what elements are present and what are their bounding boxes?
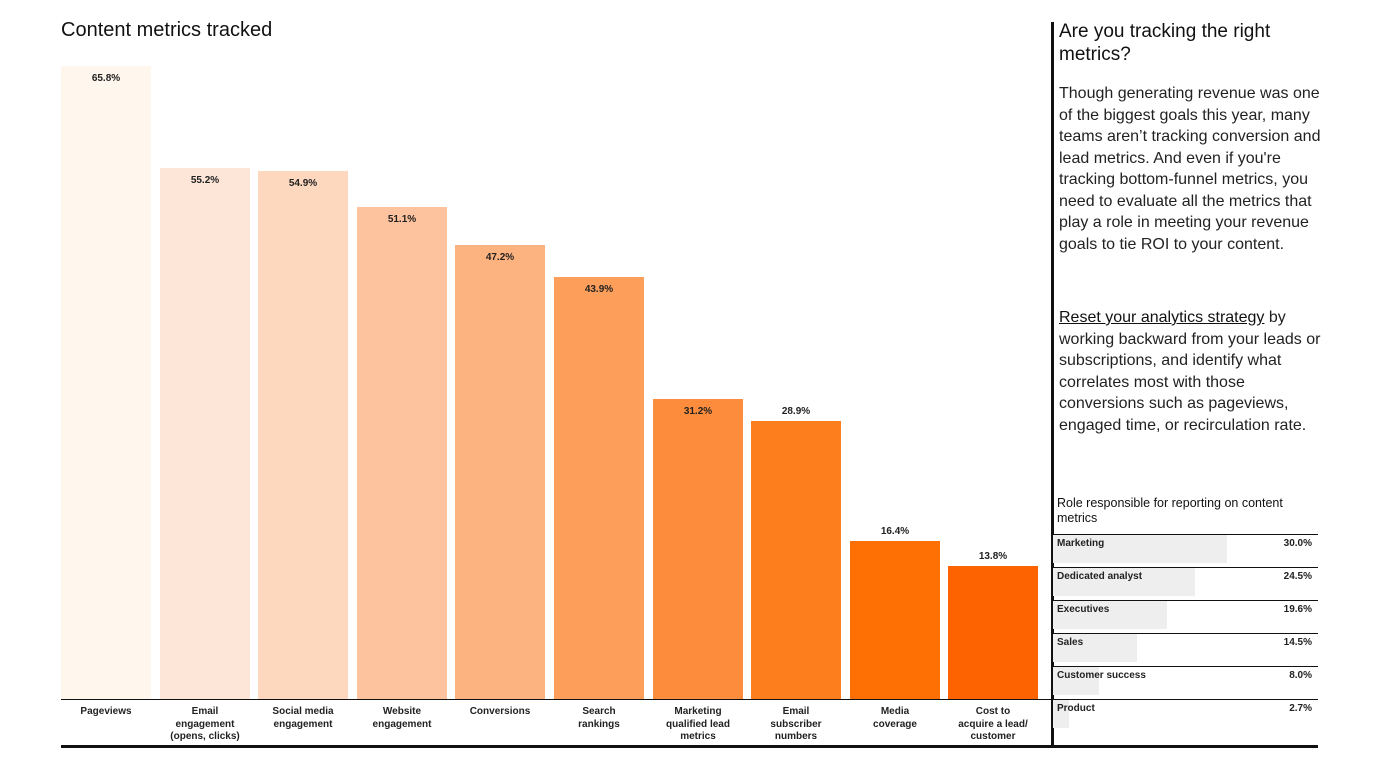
bar-value-label: 43.9% (584, 284, 614, 295)
bar-value-label: 54.9% (288, 178, 318, 189)
role-row: Executives 19.6% (1053, 600, 1318, 634)
chart-title: Content metrics tracked (61, 19, 273, 41)
role-name: Customer success (1057, 670, 1146, 681)
category-label: Website engagement (354, 706, 450, 731)
category-label-line: Website (382, 706, 422, 717)
role-row: Product 2.7% (1053, 699, 1318, 733)
category-label: Social media engagement (255, 706, 351, 731)
category-label-line: engagement (175, 718, 235, 730)
bar (61, 66, 151, 699)
category-label-line: coverage (873, 718, 917, 730)
role-value: 30.0% (1283, 538, 1312, 549)
category-label-line: Marketing (674, 706, 722, 717)
role-value: 8.0% (1289, 670, 1312, 681)
category-label-line: Pageviews (80, 706, 132, 717)
bar (948, 566, 1038, 699)
category-label-line: Search (582, 706, 616, 717)
bar (554, 277, 644, 699)
bar (258, 171, 348, 699)
category-label: Email engagement (opens, clicks) (157, 706, 253, 744)
role-row: Dedicated analyst 24.5% (1053, 567, 1318, 601)
role-bar (1053, 700, 1069, 728)
role-bar (1053, 634, 1137, 662)
bar-value-label: 31.2% (683, 406, 713, 417)
role-name: Dedicated analyst (1057, 571, 1143, 582)
category-label: Search rankings (551, 706, 647, 731)
role-bar (1053, 601, 1167, 629)
role-name: Product (1057, 703, 1095, 714)
category-label-line: engagement (372, 718, 432, 730)
role-bar (1053, 667, 1099, 695)
bar-value-label: 65.8% (91, 73, 121, 84)
category-label-line: numbers (774, 731, 818, 742)
category-label: Media coverage (847, 706, 943, 731)
category-label-line: rankings (578, 718, 620, 730)
category-label-line: acquire a lead/ (958, 718, 1028, 730)
bar (455, 245, 545, 699)
role-bar (1053, 568, 1195, 596)
category-label: Cost to acquire a lead/customer (945, 706, 1041, 744)
category-label-line: customer (970, 731, 1016, 742)
section-divider (1051, 22, 1054, 747)
sidebar-paragraph-2: Reset your analytics strategy by working… (1059, 307, 1321, 436)
roles-title: Role responsible for reporting on conten… (1057, 496, 1283, 525)
role-row: Customer success 8.0% (1053, 666, 1318, 700)
category-label-line: qualified lead (666, 718, 730, 730)
sidebar-paragraph-2-text: by working backward from your leads or s… (1059, 309, 1321, 434)
reset-analytics-strategy-link[interactable]: Reset your analytics strategy (1059, 309, 1265, 326)
bar-value-label: 13.8% (978, 551, 1008, 562)
category-label-line: metrics (680, 731, 716, 742)
category-label-line: (opens, clicks) (170, 731, 240, 742)
role-name: Marketing (1057, 538, 1105, 549)
category-label: Conversions (452, 706, 548, 719)
category-label: Email subscriber numbers (748, 706, 844, 744)
category-label-line: Conversions (469, 706, 531, 717)
bar-value-label: 55.2% (190, 175, 220, 186)
role-bar (1053, 535, 1227, 563)
category-label-line: Cost to (975, 706, 1011, 717)
bar-value-label: 51.1% (387, 214, 417, 225)
category-label-line: Email (782, 706, 810, 717)
role-row: Sales 14.5% (1053, 633, 1318, 667)
role-name: Sales (1057, 637, 1084, 648)
bar-value-label: 47.2% (485, 252, 515, 263)
bar (850, 541, 940, 699)
category-label-line: engagement (273, 718, 333, 730)
role-value: 14.5% (1283, 637, 1312, 648)
category-label-line: Media (880, 706, 910, 717)
sidebar-title: Are you tracking the right metrics? (1059, 21, 1271, 65)
category-label-line: subscriber (770, 718, 822, 730)
chart-baseline (61, 699, 1052, 700)
category-label: Pageviews (58, 706, 154, 719)
bar-value-label: 16.4% (880, 526, 910, 537)
role-row: Marketing 30.0% (1053, 534, 1318, 568)
bar (160, 168, 250, 699)
category-label: Marketing qualified lead metrics (650, 706, 746, 744)
role-value: 24.5% (1283, 571, 1312, 582)
bar (653, 399, 743, 699)
bar (751, 421, 841, 699)
sidebar-paragraph-1: Though generating revenue was one of the… (1059, 85, 1321, 253)
role-value: 19.6% (1283, 604, 1312, 615)
category-label-line: Social media (272, 706, 334, 717)
bottom-rule (61, 745, 1318, 748)
bar (357, 207, 447, 699)
category-label-line: Email (191, 706, 219, 717)
role-name: Executives (1057, 604, 1110, 615)
bar-value-label: 28.9% (781, 406, 811, 417)
role-value: 2.7% (1289, 703, 1312, 714)
